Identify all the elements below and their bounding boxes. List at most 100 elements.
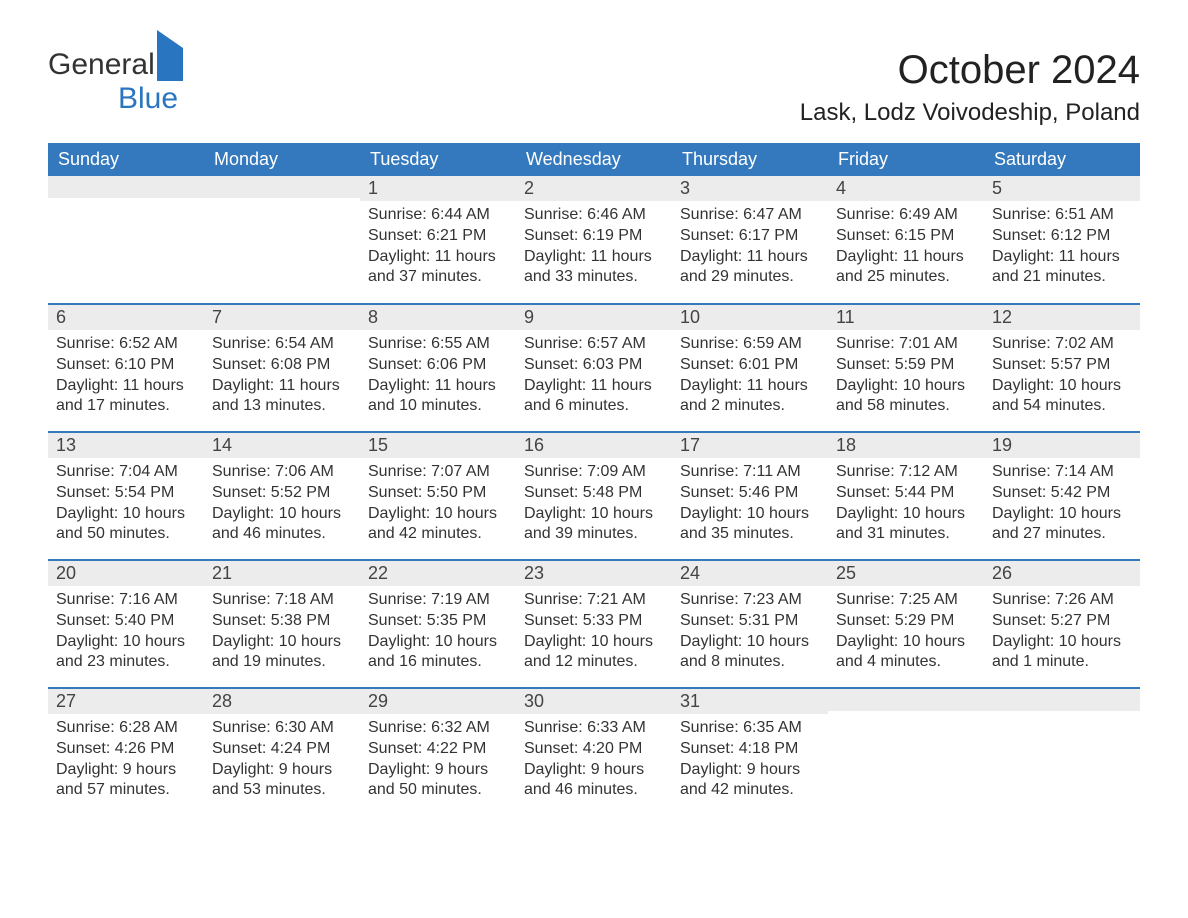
cell-body: Sunrise: 7:11 AMSunset: 5:46 PMDaylight:… xyxy=(672,458,828,553)
calendar-cell: 13Sunrise: 7:04 AMSunset: 5:54 PMDayligh… xyxy=(48,432,204,560)
sunrise-text: Sunrise: 6:49 AM xyxy=(836,205,976,226)
sunset-text: Sunset: 6:19 PM xyxy=(524,226,664,247)
daylight-text: Daylight: 10 hours and 23 minutes. xyxy=(56,632,196,674)
daylight-text: Daylight: 11 hours and 29 minutes. xyxy=(680,247,820,289)
weekday-header-row: Sunday Monday Tuesday Wednesday Thursday… xyxy=(48,143,1140,176)
day-number: 3 xyxy=(672,176,828,201)
daylight-text: Daylight: 10 hours and 50 minutes. xyxy=(56,504,196,546)
day-number: 9 xyxy=(516,305,672,330)
day-number: 16 xyxy=(516,433,672,458)
daylight-text: Daylight: 10 hours and 1 minute. xyxy=(992,632,1132,674)
daylight-text: Daylight: 11 hours and 2 minutes. xyxy=(680,376,820,418)
calendar-cell: 12Sunrise: 7:02 AMSunset: 5:57 PMDayligh… xyxy=(984,304,1140,432)
day-number: 11 xyxy=(828,305,984,330)
calendar-cell: 10Sunrise: 6:59 AMSunset: 6:01 PMDayligh… xyxy=(672,304,828,432)
sunrise-text: Sunrise: 6:28 AM xyxy=(56,718,196,739)
day-number: 7 xyxy=(204,305,360,330)
sunrise-text: Sunrise: 7:11 AM xyxy=(680,462,820,483)
daylight-text: Daylight: 11 hours and 21 minutes. xyxy=(992,247,1132,289)
day-number: 25 xyxy=(828,561,984,586)
sunrise-text: Sunrise: 7:16 AM xyxy=(56,590,196,611)
day-number: 10 xyxy=(672,305,828,330)
day-number xyxy=(204,176,360,198)
daylight-text: Daylight: 10 hours and 16 minutes. xyxy=(368,632,508,674)
weekday-header: Thursday xyxy=(672,143,828,176)
daylight-text: Daylight: 10 hours and 58 minutes. xyxy=(836,376,976,418)
sunrise-text: Sunrise: 6:55 AM xyxy=(368,334,508,355)
daylight-text: Daylight: 11 hours and 10 minutes. xyxy=(368,376,508,418)
sunrise-text: Sunrise: 6:44 AM xyxy=(368,205,508,226)
daylight-text: Daylight: 9 hours and 50 minutes. xyxy=(368,760,508,802)
header: General Blue October 2024 Lask, Lodz Voi… xyxy=(48,48,1140,127)
calendar-cell: 19Sunrise: 7:14 AMSunset: 5:42 PMDayligh… xyxy=(984,432,1140,560)
sunset-text: Sunset: 5:40 PM xyxy=(56,611,196,632)
sunset-text: Sunset: 5:33 PM xyxy=(524,611,664,632)
sunrise-text: Sunrise: 6:30 AM xyxy=(212,718,352,739)
daylight-text: Daylight: 11 hours and 6 minutes. xyxy=(524,376,664,418)
sunset-text: Sunset: 6:15 PM xyxy=(836,226,976,247)
cell-body: Sunrise: 6:59 AMSunset: 6:01 PMDaylight:… xyxy=(672,330,828,425)
daylight-text: Daylight: 10 hours and 31 minutes. xyxy=(836,504,976,546)
weekday-header: Wednesday xyxy=(516,143,672,176)
sunset-text: Sunset: 5:31 PM xyxy=(680,611,820,632)
day-number: 17 xyxy=(672,433,828,458)
sunrise-text: Sunrise: 7:19 AM xyxy=(368,590,508,611)
sunrise-text: Sunrise: 7:21 AM xyxy=(524,590,664,611)
calendar-cell: 7Sunrise: 6:54 AMSunset: 6:08 PMDaylight… xyxy=(204,304,360,432)
weekday-header: Monday xyxy=(204,143,360,176)
sunrise-text: Sunrise: 6:47 AM xyxy=(680,205,820,226)
daylight-text: Daylight: 11 hours and 13 minutes. xyxy=(212,376,352,418)
sunset-text: Sunset: 5:38 PM xyxy=(212,611,352,632)
cell-body: Sunrise: 7:23 AMSunset: 5:31 PMDaylight:… xyxy=(672,586,828,681)
cell-body xyxy=(204,198,360,210)
weekday-header: Tuesday xyxy=(360,143,516,176)
sunrise-text: Sunrise: 6:33 AM xyxy=(524,718,664,739)
day-number xyxy=(828,689,984,711)
day-number: 30 xyxy=(516,689,672,714)
daylight-text: Daylight: 9 hours and 42 minutes. xyxy=(680,760,820,802)
cell-body: Sunrise: 7:18 AMSunset: 5:38 PMDaylight:… xyxy=(204,586,360,681)
sunset-text: Sunset: 5:48 PM xyxy=(524,483,664,504)
cell-body: Sunrise: 6:49 AMSunset: 6:15 PMDaylight:… xyxy=(828,201,984,296)
sunrise-text: Sunrise: 6:35 AM xyxy=(680,718,820,739)
daylight-text: Daylight: 10 hours and 39 minutes. xyxy=(524,504,664,546)
day-number: 4 xyxy=(828,176,984,201)
day-number: 28 xyxy=(204,689,360,714)
sunrise-text: Sunrise: 7:18 AM xyxy=(212,590,352,611)
weekday-header: Saturday xyxy=(984,143,1140,176)
calendar-cell: 5Sunrise: 6:51 AMSunset: 6:12 PMDaylight… xyxy=(984,176,1140,304)
sunrise-text: Sunrise: 7:01 AM xyxy=(836,334,976,355)
sunset-text: Sunset: 6:01 PM xyxy=(680,355,820,376)
sunset-text: Sunset: 5:50 PM xyxy=(368,483,508,504)
sunset-text: Sunset: 5:52 PM xyxy=(212,483,352,504)
cell-body: Sunrise: 6:47 AMSunset: 6:17 PMDaylight:… xyxy=(672,201,828,296)
daylight-text: Daylight: 10 hours and 8 minutes. xyxy=(680,632,820,674)
day-number: 6 xyxy=(48,305,204,330)
cell-body: Sunrise: 6:54 AMSunset: 6:08 PMDaylight:… xyxy=(204,330,360,425)
day-number: 19 xyxy=(984,433,1140,458)
sunrise-text: Sunrise: 7:06 AM xyxy=(212,462,352,483)
sunset-text: Sunset: 5:46 PM xyxy=(680,483,820,504)
calendar-cell: 2Sunrise: 6:46 AMSunset: 6:19 PMDaylight… xyxy=(516,176,672,304)
daylight-text: Daylight: 9 hours and 57 minutes. xyxy=(56,760,196,802)
sunrise-text: Sunrise: 6:32 AM xyxy=(368,718,508,739)
calendar-cell: 28Sunrise: 6:30 AMSunset: 4:24 PMDayligh… xyxy=(204,688,360,816)
calendar-cell: 8Sunrise: 6:55 AMSunset: 6:06 PMDaylight… xyxy=(360,304,516,432)
cell-body: Sunrise: 7:21 AMSunset: 5:33 PMDaylight:… xyxy=(516,586,672,681)
month-title: October 2024 xyxy=(800,48,1140,93)
weekday-header: Sunday xyxy=(48,143,204,176)
calendar-cell: 20Sunrise: 7:16 AMSunset: 5:40 PMDayligh… xyxy=(48,560,204,688)
daylight-text: Daylight: 10 hours and 27 minutes. xyxy=(992,504,1132,546)
sunset-text: Sunset: 6:10 PM xyxy=(56,355,196,376)
cell-body: Sunrise: 6:32 AMSunset: 4:22 PMDaylight:… xyxy=(360,714,516,809)
daylight-text: Daylight: 10 hours and 12 minutes. xyxy=(524,632,664,674)
sunrise-text: Sunrise: 7:25 AM xyxy=(836,590,976,611)
daylight-text: Daylight: 10 hours and 35 minutes. xyxy=(680,504,820,546)
daylight-text: Daylight: 10 hours and 19 minutes. xyxy=(212,632,352,674)
calendar-cell: 29Sunrise: 6:32 AMSunset: 4:22 PMDayligh… xyxy=(360,688,516,816)
sunset-text: Sunset: 5:57 PM xyxy=(992,355,1132,376)
day-number: 27 xyxy=(48,689,204,714)
sunrise-text: Sunrise: 7:23 AM xyxy=(680,590,820,611)
sunset-text: Sunset: 6:03 PM xyxy=(524,355,664,376)
daylight-text: Daylight: 11 hours and 17 minutes. xyxy=(56,376,196,418)
